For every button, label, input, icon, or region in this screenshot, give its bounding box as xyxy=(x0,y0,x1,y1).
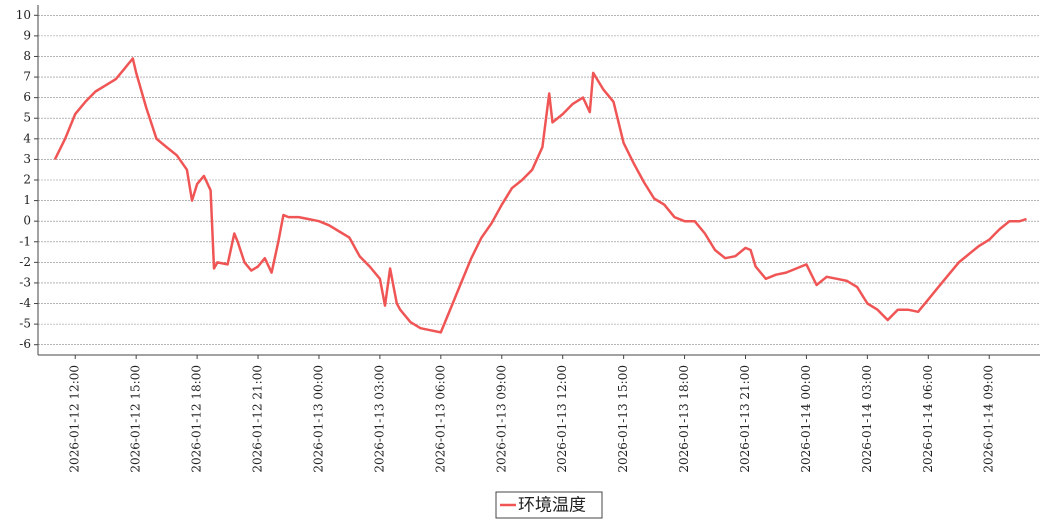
y-tick-label: 6 xyxy=(23,90,31,104)
y-tick-label: 0 xyxy=(23,214,31,228)
x-tick-label: 2026-01-13 18:00 xyxy=(677,365,691,473)
y-tick-label: 7 xyxy=(23,70,31,84)
x-tick-label: 2026-01-14 00:00 xyxy=(799,365,813,473)
data-line xyxy=(53,57,1027,334)
x-tick-label: 2026-01-12 21:00 xyxy=(251,365,265,473)
x-tick-label: 2026-01-13 09:00 xyxy=(494,365,508,473)
x-tick-label: 2026-01-13 15:00 xyxy=(616,365,630,473)
y-tick-label: 10 xyxy=(16,8,31,22)
y-tick-label: 4 xyxy=(23,131,31,145)
y-tick-label: 5 xyxy=(23,111,31,125)
x-tick-label: 2026-01-14 03:00 xyxy=(860,365,874,473)
legend-label: 环境温度 xyxy=(518,496,586,516)
x-tick-label: 2026-01-12 15:00 xyxy=(129,365,143,473)
y-tick-label: -4 xyxy=(19,296,31,310)
legend: 环境温度 xyxy=(495,491,603,519)
x-tick-label: 2026-01-13 21:00 xyxy=(738,365,752,473)
y-tick-label: -6 xyxy=(19,337,31,351)
x-tick-label: 2026-01-14 09:00 xyxy=(982,365,996,473)
x-tick-label: 2026-01-12 12:00 xyxy=(68,365,82,473)
y-tick-label: 2 xyxy=(23,173,31,187)
y-tick-label: -3 xyxy=(19,275,31,289)
x-tick-label: 2026-01-12 18:00 xyxy=(190,365,204,473)
y-tick-label: 8 xyxy=(23,49,31,63)
x-tick-label: 2026-01-14 06:00 xyxy=(921,365,935,473)
y-tick-label: -1 xyxy=(19,234,31,248)
x-tick-label: 2026-01-13 00:00 xyxy=(311,365,325,473)
x-tick-label: 2026-01-13 06:00 xyxy=(433,365,447,473)
y-tick-label: 1 xyxy=(23,193,31,207)
y-tick-label: -2 xyxy=(19,255,31,269)
x-tick-label: 2026-01-13 12:00 xyxy=(555,365,569,473)
y-tick-label: -5 xyxy=(19,317,31,331)
y-tick-label: 3 xyxy=(23,152,31,166)
y-tick-label: 9 xyxy=(23,28,31,42)
x-tick-label: 2026-01-13 03:00 xyxy=(372,365,386,473)
